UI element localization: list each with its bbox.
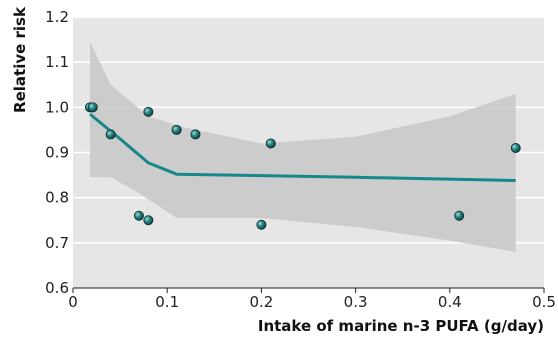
data-point: [105, 129, 116, 140]
data-point: [171, 124, 182, 135]
y-tick-label: 0.9: [45, 144, 69, 162]
confidence-band: [90, 41, 516, 252]
x-tick-label: 0.5: [532, 293, 556, 311]
data-point: [143, 106, 154, 117]
y-axis-title: Relative risk: [11, 6, 29, 113]
data-point: [454, 210, 465, 221]
y-tick-label: 0.6: [45, 279, 69, 297]
y-tick-label: 0.7: [45, 234, 69, 252]
x-tick-label: 0.3: [344, 293, 368, 311]
data-points: [84, 102, 521, 230]
data-point: [190, 129, 201, 140]
data-point: [256, 219, 267, 230]
x-tick-label: 0.1: [155, 293, 179, 311]
x-tick-label: 0.2: [249, 293, 273, 311]
data-point: [510, 142, 521, 153]
y-tick-label: 1.1: [45, 53, 69, 71]
data-point: [265, 138, 276, 149]
y-tick-label: 1.2: [45, 8, 69, 26]
data-point: [87, 102, 98, 113]
y-axis-tick-labels: 0.6 0.7 0.8 0.9 1.0 1.1 1.2: [45, 8, 69, 297]
y-tick-label: 1.0: [45, 98, 69, 116]
data-point: [143, 215, 154, 226]
x-tick-label: 0.4: [438, 293, 462, 311]
x-axis-title: Intake of marine n-3 PUFA (g/day): [258, 317, 544, 335]
x-axis-ticks: 0 0.1 0.2 0.3 0.4 0.5: [68, 288, 556, 311]
x-tick-label: 0: [68, 293, 78, 311]
data-point: [133, 210, 144, 221]
y-tick-label: 0.8: [45, 189, 69, 207]
